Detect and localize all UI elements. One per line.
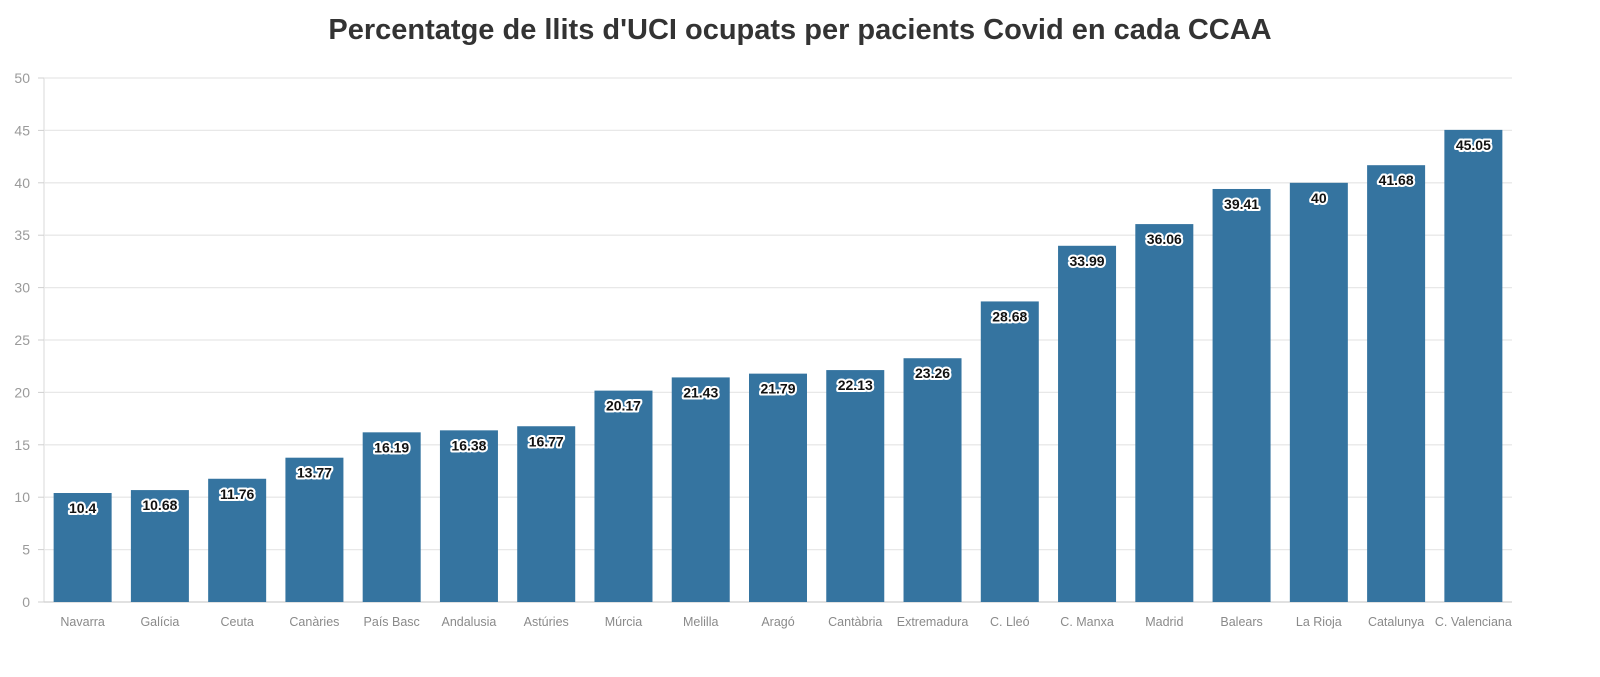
bar <box>285 457 344 602</box>
bar <box>671 377 730 602</box>
bar <box>1212 188 1271 602</box>
x-tick-label: Ceuta <box>220 615 253 629</box>
x-tick-label: Extremadura <box>897 615 969 629</box>
y-tick-label: 20 <box>14 384 30 400</box>
x-tick-label: Astúries <box>524 615 569 629</box>
x-tick-label: Catalunya <box>1368 615 1424 629</box>
y-tick-label: 50 <box>14 70 30 86</box>
y-tick-label: 15 <box>14 437 30 453</box>
bar <box>826 370 885 602</box>
bar <box>1367 165 1426 602</box>
bar <box>1135 224 1194 603</box>
x-tick-label: Aragó <box>761 615 794 629</box>
x-tick-label: Andalusia <box>441 615 496 629</box>
data-label: 16.38 <box>451 437 486 453</box>
bar <box>1058 245 1117 603</box>
data-label: 11.76 <box>220 486 254 502</box>
bar <box>1289 182 1348 603</box>
data-label: 45.05 <box>1456 137 1491 153</box>
bar <box>980 301 1039 602</box>
data-label: 13.77 <box>297 465 332 481</box>
bars <box>53 129 1503 603</box>
y-tick-label: 45 <box>14 122 30 138</box>
x-tick-label: C. Valenciana <box>1435 615 1512 629</box>
x-tick-label: C. Manxa <box>1060 615 1114 629</box>
x-axis-labels: Navarra Galícia Ceuta Canàries País Basc Anda… <box>60 615 1511 629</box>
data-label: 39.41 <box>1224 196 1259 212</box>
x-tick-label: País Basc <box>364 615 420 629</box>
data-label: 36.06 <box>1147 231 1182 247</box>
x-tick-label: C. Lleó <box>990 615 1030 629</box>
data-label: 40 <box>1311 190 1327 206</box>
y-tick-label: 25 <box>14 332 30 348</box>
bar <box>903 358 962 602</box>
x-tick-label: Melilla <box>683 615 718 629</box>
y-tick-label: 5 <box>22 542 30 558</box>
bar <box>208 478 267 602</box>
data-label: 28.68 <box>992 308 1027 324</box>
data-labels: 10.4 10.68 11.76 13.77 16.19 16.38 16.77 20.17 2… <box>67 135 1493 518</box>
x-tick-label: Múrcia <box>605 615 643 629</box>
bar <box>130 490 189 602</box>
data-label: 22.13 <box>838 377 873 393</box>
bar <box>517 426 576 602</box>
y-axis-ticks: 0 5 10 15 20 25 30 35 40 45 50 <box>14 70 44 610</box>
bar <box>594 390 653 602</box>
bar <box>1444 129 1503 602</box>
x-tick-label: La Rioja <box>1296 615 1342 629</box>
y-tick-label: 10 <box>14 489 30 505</box>
bar <box>53 493 112 602</box>
data-label: 33.99 <box>1070 253 1105 269</box>
y-tick-label: 35 <box>14 227 30 243</box>
data-label: 16.19 <box>374 439 409 455</box>
bar <box>362 432 421 602</box>
bar <box>749 373 807 602</box>
data-label: 23.26 <box>915 365 950 381</box>
data-label: 20.17 <box>606 398 641 414</box>
x-tick-label: Canàries <box>289 615 339 629</box>
data-label: 41.68 <box>1379 172 1414 188</box>
bar <box>439 430 498 602</box>
x-tick-label: Navarra <box>60 615 105 629</box>
data-label: 10.4 <box>69 500 96 516</box>
data-label: 21.43 <box>683 384 718 400</box>
x-tick-label: Madrid <box>1145 615 1183 629</box>
y-tick-label: 30 <box>14 280 30 296</box>
y-tick-label: 0 <box>22 594 30 610</box>
x-tick-label: Balears <box>1220 615 1262 629</box>
data-label: 16.77 <box>529 433 564 449</box>
data-label: 21.79 <box>760 381 795 397</box>
data-label: 10.68 <box>142 497 177 513</box>
x-tick-label: Cantàbria <box>828 615 882 629</box>
x-tick-label: Galícia <box>140 615 179 629</box>
chart-title: Percentatge de llits d'UCI ocupats per p… <box>328 14 1272 46</box>
y-tick-label: 40 <box>14 175 30 191</box>
